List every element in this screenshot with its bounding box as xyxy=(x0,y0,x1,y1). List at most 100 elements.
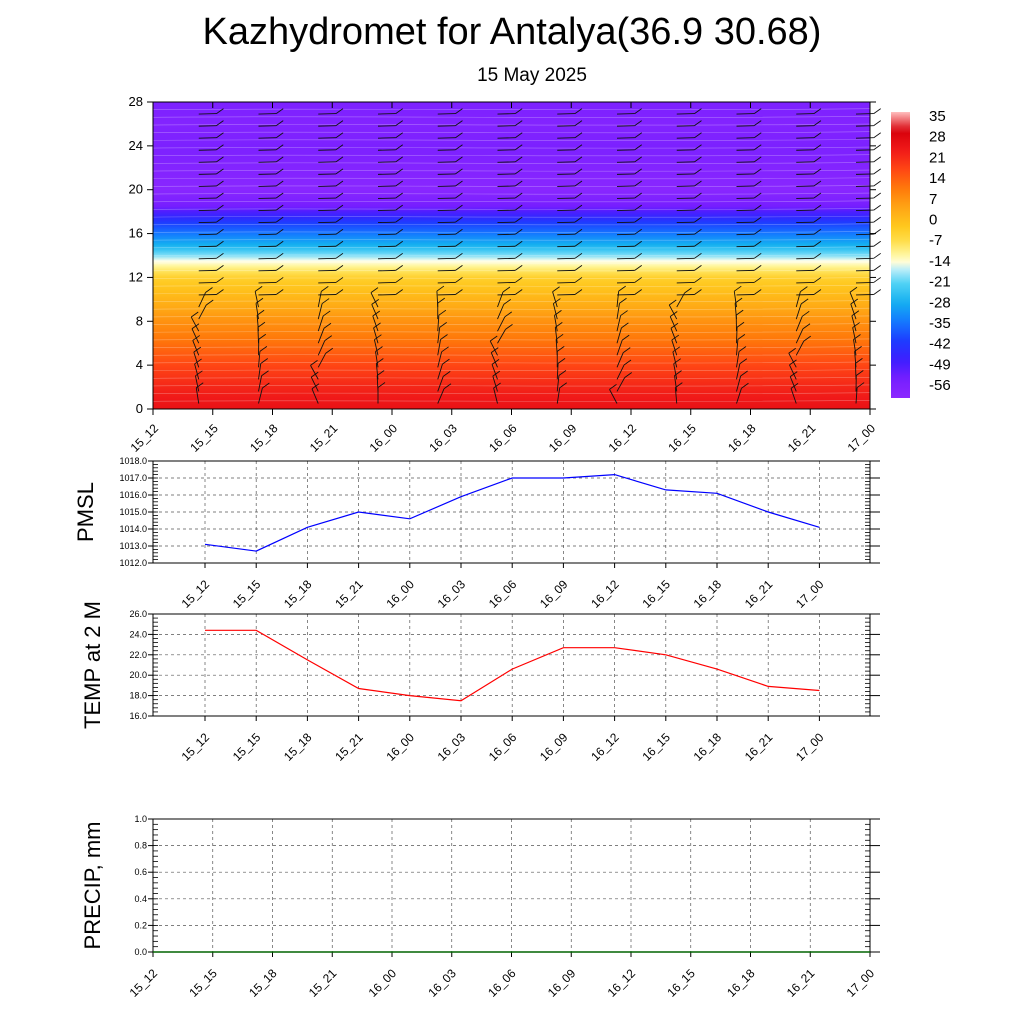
wind-barb xyxy=(851,310,860,332)
contour-line xyxy=(152,200,871,203)
wind-barb xyxy=(789,359,797,380)
x-tick-label: 17_00 xyxy=(844,966,878,1000)
wind-barb xyxy=(258,216,284,224)
x-tick-label: 16_06 xyxy=(486,577,520,611)
colorbar-label: -56 xyxy=(929,377,951,394)
wind-barb xyxy=(557,156,583,163)
wind-barb xyxy=(676,204,702,211)
wind-barb xyxy=(676,216,702,224)
wind-barb xyxy=(855,382,865,404)
wind-barb xyxy=(676,277,702,284)
wind-barb xyxy=(377,156,403,163)
wind-barb xyxy=(437,371,451,392)
wind-barb xyxy=(557,252,583,260)
y-tick-label: 1014.0 xyxy=(119,524,147,534)
wind-barb xyxy=(377,192,403,199)
y-tick-label: 18.0 xyxy=(129,691,147,701)
wind-barb xyxy=(437,358,450,380)
wind-barb xyxy=(317,285,329,308)
wind-barb xyxy=(437,132,463,139)
wind-barb xyxy=(370,287,379,308)
wind-barb xyxy=(437,192,463,199)
x-tick-label: 16_12 xyxy=(588,730,622,764)
contour-line xyxy=(152,238,871,241)
wind-barb xyxy=(736,108,762,115)
wind-barb xyxy=(377,252,403,260)
contour-line xyxy=(152,346,871,349)
wind-barb xyxy=(437,277,463,284)
wind-barb xyxy=(855,120,881,127)
wind-barb xyxy=(437,204,463,211)
wind-barb xyxy=(556,358,566,380)
wind-barb xyxy=(796,192,822,199)
wind-barb xyxy=(497,168,523,175)
wind-barb xyxy=(557,168,583,175)
wind-barb xyxy=(672,346,681,368)
x-tick-label: 15_15 xyxy=(230,577,264,611)
wind-barb xyxy=(193,346,202,368)
wind-barb xyxy=(373,322,381,344)
x-tick-label: 15_21 xyxy=(306,966,340,1000)
wind-barb xyxy=(556,370,567,392)
wind-barb xyxy=(855,277,881,284)
y-tick-label: 1.0 xyxy=(134,814,147,824)
wind-barb xyxy=(493,382,501,404)
x-tick-label: 15_18 xyxy=(281,577,315,611)
wind-barb xyxy=(437,309,447,332)
y-tick-label: 0.0 xyxy=(134,947,147,957)
wind-barb xyxy=(317,322,332,344)
wind-barb xyxy=(489,335,498,356)
wind-barb xyxy=(557,277,583,284)
x-tick-label: 16_03 xyxy=(425,966,459,1000)
wind-barb xyxy=(258,346,268,368)
wind-barb xyxy=(198,156,224,163)
y-axis-title: TEMP at 2 M xyxy=(80,601,105,729)
wind-barb xyxy=(796,289,822,296)
contour-line xyxy=(152,315,871,318)
colorbar: 35 28 21 14 7 0 -7 -14 -21 -28 -35 -42 -49 -56 xyxy=(891,108,951,398)
wind-barb xyxy=(616,359,632,380)
contour-line xyxy=(152,108,871,111)
x-tick-label: 16_09 xyxy=(537,730,571,764)
wind-barb xyxy=(736,333,746,356)
y-tick-label: 20.0 xyxy=(129,670,147,680)
colorbar-label: -42 xyxy=(929,336,951,353)
y-tick-label: 0.2 xyxy=(134,920,147,930)
wind-barb xyxy=(497,144,523,151)
wind-barb xyxy=(616,228,642,236)
wind-barb xyxy=(437,334,448,356)
temp2m-frame xyxy=(152,613,871,717)
contour-line xyxy=(152,223,871,226)
contour-line xyxy=(152,292,871,295)
wind-barb xyxy=(668,299,678,320)
wind-barb xyxy=(788,347,797,368)
wind-barb xyxy=(258,180,284,187)
x-tick-label: 16_18 xyxy=(724,966,758,1000)
contour-line xyxy=(152,392,871,395)
wind-barb xyxy=(497,120,523,127)
contour-line xyxy=(152,261,871,264)
y-tick-label: 4 xyxy=(136,357,143,372)
contour-line xyxy=(152,307,871,310)
x-tick-label: 16_21 xyxy=(784,966,818,1000)
wind-barb xyxy=(258,204,284,211)
y-tick-label: 24.0 xyxy=(129,629,147,639)
y-tick-label: 16 xyxy=(129,226,143,241)
wind-barb xyxy=(736,204,762,211)
wind-barb xyxy=(497,265,523,272)
x-tick-label: 15_18 xyxy=(247,421,281,455)
x-tick-label: 16_00 xyxy=(366,966,400,1000)
contour-line xyxy=(152,300,871,303)
wind-barb xyxy=(258,132,284,139)
wind-barb xyxy=(437,120,463,127)
x-tick-label: 15_15 xyxy=(230,730,264,764)
wind-barb xyxy=(497,180,523,187)
x-tick-label: 16_06 xyxy=(486,730,520,764)
wind-barb xyxy=(616,132,642,139)
wind-barb xyxy=(318,240,344,248)
wind-barb xyxy=(795,298,809,320)
wind-barb xyxy=(736,277,762,284)
wind-barb xyxy=(850,298,859,320)
wind-barb xyxy=(795,323,811,344)
wind-barb xyxy=(437,265,463,272)
